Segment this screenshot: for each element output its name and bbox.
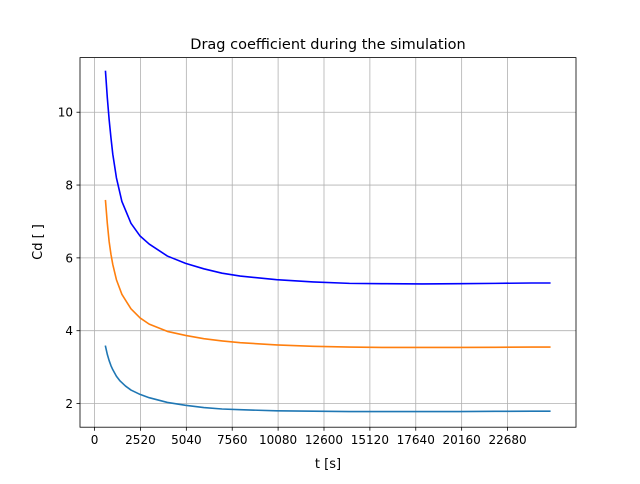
x-tick-label: 2520	[125, 433, 156, 447]
x-tick-label: 7560	[217, 433, 248, 447]
x-axis-label: t [s]	[315, 457, 341, 472]
x-tick-label: 15120	[351, 433, 389, 447]
series-line-2	[104, 199, 551, 349]
x-tick-label: 20160	[443, 433, 481, 447]
x-tick-label: 17640	[397, 433, 435, 447]
y-tick-label: 8	[65, 179, 73, 193]
y-tick-label: 10	[58, 106, 73, 120]
x-tick-label: 12600	[305, 433, 343, 447]
x-tick-label: 0	[91, 433, 99, 447]
x-tick-label: 10080	[259, 433, 297, 447]
y-tick-label: 4	[65, 324, 73, 338]
x-tick-label: 5040	[171, 433, 202, 447]
x-tick-label: 22680	[488, 433, 526, 447]
y-tick-label: 6	[65, 251, 73, 265]
y-axis-label: Cd [ ]	[31, 224, 46, 260]
axes-frame	[79, 57, 577, 428]
series-line-1	[104, 345, 551, 413]
ticks: 0 2520 5040 7560 10080 12600 15120 17640 20160 22…	[58, 106, 527, 447]
chart-title: Drag coefficient during the simulation	[190, 37, 465, 53]
plot-lines	[104, 70, 551, 413]
grid	[80, 57, 576, 428]
y-tick-label: 2	[65, 397, 73, 411]
series-line-3	[104, 70, 551, 285]
